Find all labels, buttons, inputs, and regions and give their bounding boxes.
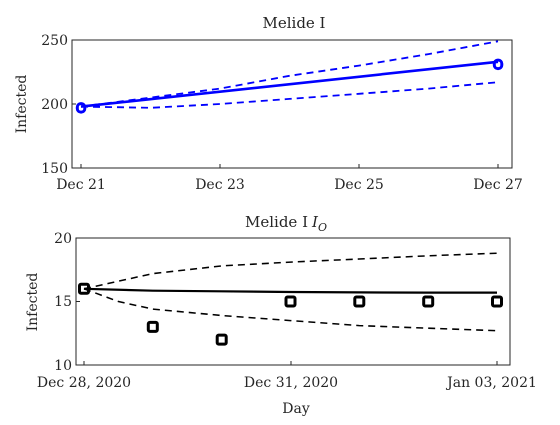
x-tick-label: Dec 27 [473, 177, 523, 193]
x-tick-label: Dec 28, 2020 [37, 375, 131, 391]
observed-data-point [353, 295, 366, 308]
chart-top-plot-area [71, 39, 513, 169]
chart-top-title: Melide I [262, 14, 325, 32]
chart-bottom: Melide I IO Infected Day 20 15 10 Dec 28,… [25, 213, 537, 417]
chart-bottom-marks [78, 252, 503, 346]
series-upper-line [80, 40, 499, 108]
x-tick-label: Dec 25 [334, 177, 384, 193]
series-fit-line [83, 287, 497, 294]
chart-top-marks [75, 40, 504, 114]
observed-data-point [284, 295, 297, 308]
y-tick-label: 150 [41, 161, 68, 177]
series-lower-line [83, 288, 498, 332]
series-upper-line [83, 252, 498, 290]
observed-data-point [146, 320, 159, 333]
series-fit-line [80, 60, 499, 108]
chart-bottom-title-main: Melide I [245, 213, 308, 231]
series-lower-line [80, 81, 499, 109]
y-tick-label: 250 [41, 33, 68, 49]
x-tick-label: Jan 03, 2021 [445, 375, 537, 391]
x-tick-label: Dec 31, 2020 [244, 375, 338, 391]
observed-data-point [422, 295, 435, 308]
chart-bottom-title-subscript: O [318, 221, 327, 234]
chart-top: Melide I Infected 250 200 150 Dec 21 Dec… [14, 14, 523, 193]
observed-data-point [215, 333, 228, 346]
y-tick-label: 10 [54, 358, 72, 374]
chart-bottom-plot-area [75, 237, 511, 366]
chart-bottom-xlabel: Day [282, 401, 310, 417]
observed-data-point [78, 282, 90, 295]
y-tick-label: 15 [54, 294, 72, 310]
y-tick-label: 200 [41, 97, 68, 113]
observed-data-point [75, 102, 87, 114]
y-tick-label: 20 [54, 231, 72, 247]
observed-data-point [492, 58, 504, 71]
chart-bottom-title-italic: I [311, 213, 319, 231]
x-tick-label: Dec 23 [195, 177, 245, 193]
x-tick-label: Dec 21 [56, 177, 106, 193]
observed-data-point [491, 295, 503, 308]
chart-bottom-title: Melide I IO [245, 213, 327, 234]
chart-bottom-ylabel: Infected [25, 273, 41, 332]
chart-top-ylabel: Infected [14, 75, 30, 134]
